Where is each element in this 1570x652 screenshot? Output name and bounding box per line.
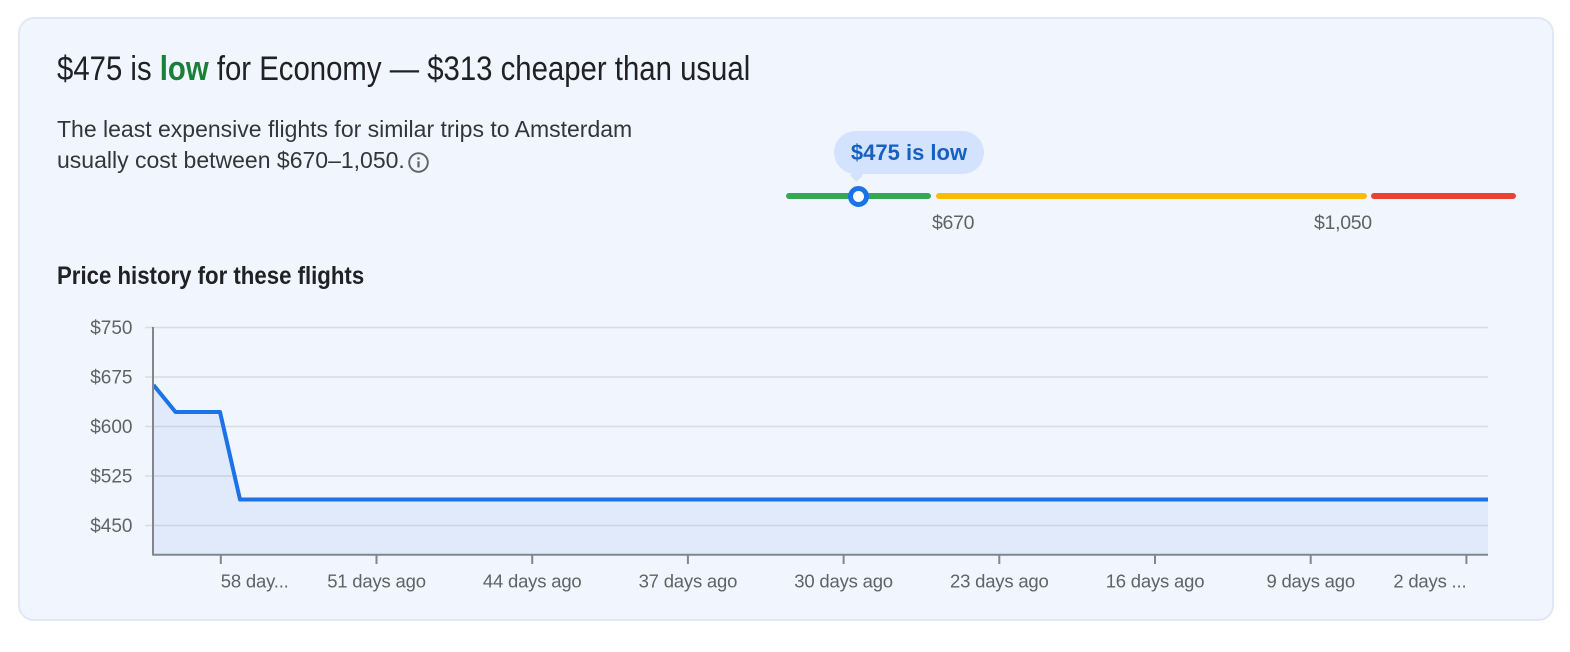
svg-text:$675: $675 xyxy=(90,368,132,389)
svg-text:$600: $600 xyxy=(90,417,132,438)
svg-text:9 days ago: 9 days ago xyxy=(1266,571,1355,592)
svg-text:$750: $750 xyxy=(90,318,132,339)
svg-text:44 days ago: 44 days ago xyxy=(483,571,582,592)
svg-text:$525: $525 xyxy=(90,467,132,488)
svg-text:2 days ...: 2 days ... xyxy=(1393,571,1466,592)
svg-text:23 days ago: 23 days ago xyxy=(950,571,1049,592)
svg-text:58 day...: 58 day... xyxy=(221,571,289,592)
svg-text:16 days ago: 16 days ago xyxy=(1106,571,1205,592)
svg-text:30 days ago: 30 days ago xyxy=(794,571,893,592)
svg-text:$450: $450 xyxy=(90,516,132,537)
svg-text:37 days ago: 37 days ago xyxy=(639,571,738,592)
svg-text:51 days ago: 51 days ago xyxy=(327,571,426,592)
